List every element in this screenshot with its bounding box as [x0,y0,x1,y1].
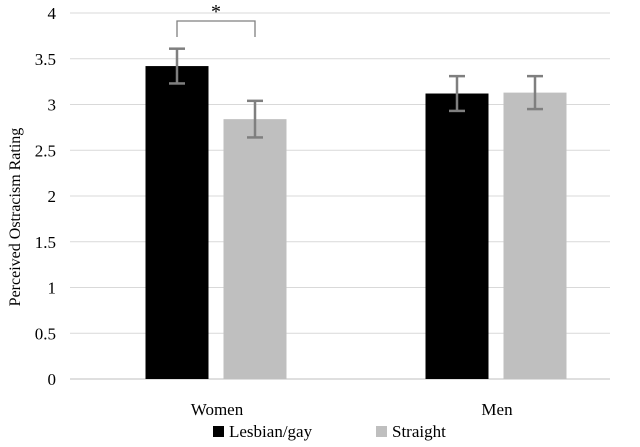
y-tick-label: 0 [48,370,57,389]
significance-annotation: * [176,1,256,37]
y-tick-label: 4 [48,4,57,23]
legend-label: Lesbian/gay [229,422,313,441]
y-axis-label: Perceived Ostracism Rating [7,128,24,307]
significance-bracket [176,20,256,37]
y-tick-label: 3 [48,96,57,115]
significance-star: * [211,1,221,23]
y-axis-ticks: 0 0.5 1 1.5 2 2.5 3 3.5 4 [35,4,57,389]
legend-swatch [376,426,387,437]
legend: Lesbian/gay Straight [213,422,446,441]
bar-lesbian-gay-men [425,93,489,380]
bars [145,66,567,380]
y-tick-label: 0.5 [35,324,56,343]
x-axis-labels: Women Men [191,400,513,419]
y-tick-label: 1.5 [35,233,56,252]
x-category-label: Men [481,400,513,419]
y-tick-label: 3.5 [35,50,56,69]
bar-lesbian-gay-women [145,66,209,379]
legend-label: Straight [392,422,446,441]
y-tick-label: 2.5 [35,141,56,160]
error-bars [169,47,543,139]
bar-straight-women [223,119,287,379]
legend-swatch [213,426,224,437]
bar-straight-men [503,92,567,379]
y-tick-label: 1 [48,279,57,298]
y-tick-label: 2 [48,187,57,206]
x-category-label: Women [191,400,244,419]
